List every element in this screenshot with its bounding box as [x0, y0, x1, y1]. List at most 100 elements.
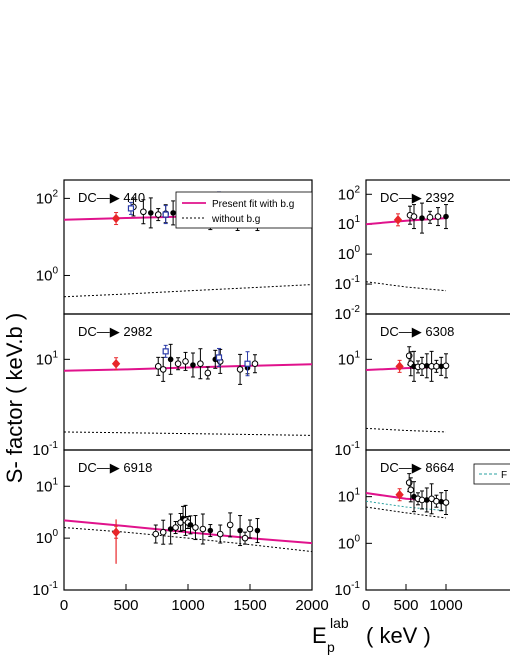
y-tick-label: 102	[36, 188, 59, 207]
data-point	[207, 524, 214, 538]
data-point	[148, 197, 154, 229]
data-point	[159, 356, 167, 382]
data-point	[426, 210, 434, 224]
y-tick-label: 100	[338, 533, 361, 552]
legend-box-partial: F	[473, 463, 510, 485]
data-point	[140, 199, 147, 225]
y-tick-label: 101	[36, 349, 59, 368]
x-tick-label: 1500	[233, 597, 266, 614]
without-bg-line	[366, 427, 447, 433]
data-point	[251, 354, 259, 374]
data-point	[433, 359, 440, 373]
data-point	[237, 515, 243, 547]
x-label-sub: p	[327, 639, 335, 655]
without-bg-line	[64, 284, 312, 298]
without-bg-line	[366, 500, 447, 512]
data-point	[182, 351, 189, 371]
data-point	[393, 213, 403, 227]
data-point	[215, 347, 223, 367]
data-point	[428, 350, 435, 382]
data-point	[111, 212, 121, 226]
x-tick-label: 500	[393, 597, 418, 614]
data-point	[204, 366, 212, 380]
panels: 102 100 DC—▶ 440 102 101 100 10-1 10-2 DC—▶ 2392…	[32, 179, 510, 614]
x-tick-label: 500	[113, 597, 138, 614]
y-tick-label: 100	[36, 265, 59, 284]
data-point	[187, 515, 194, 535]
data-point	[418, 356, 426, 376]
x-tick-label: 1000	[429, 597, 462, 614]
fit-line	[64, 363, 312, 372]
data-point	[216, 348, 224, 374]
y-tick-label: 101	[338, 487, 361, 506]
data-point	[395, 359, 404, 373]
data-point	[199, 513, 207, 545]
x-label-unit: ( keV )	[366, 623, 431, 648]
panel-label: DC—▶ 2392	[380, 190, 454, 205]
data-point	[190, 352, 196, 378]
fit-line	[366, 217, 447, 226]
data-point	[127, 201, 135, 215]
y-tick-label: 101	[36, 476, 59, 495]
data-point	[418, 490, 426, 510]
x-tick-label: 2000	[295, 597, 328, 614]
data-point	[174, 357, 182, 371]
x-tick-label: 1000	[171, 597, 204, 614]
data-point	[442, 489, 450, 515]
x-label-sup: lab	[330, 615, 349, 631]
y-tick-label: 10-2	[334, 304, 360, 323]
panel-label: DC—▶ 6918	[78, 460, 152, 475]
data-point	[246, 519, 254, 539]
data-point	[111, 357, 121, 371]
data-point	[162, 344, 169, 358]
y-tick-label: 100	[36, 528, 59, 547]
data-point	[434, 207, 442, 227]
data-point	[236, 353, 244, 385]
data-point	[216, 524, 224, 544]
without-bg-line	[64, 527, 312, 553]
without-bg-line	[366, 506, 447, 519]
y-axis-label: S- factor ( keV.b )	[2, 313, 27, 483]
y-tick-label: 10-1	[32, 580, 58, 599]
panel-4: 101 10-1 DC—▶ 6308	[334, 313, 510, 459]
data-point	[192, 515, 199, 541]
data-point	[170, 200, 176, 226]
data-point	[442, 353, 450, 379]
data-point	[154, 356, 162, 376]
y-tick-label: 101	[338, 349, 361, 368]
data-point	[443, 204, 449, 230]
data-point	[395, 488, 404, 502]
data-point	[410, 204, 418, 230]
y-tick-label: 10-1	[32, 440, 58, 459]
panel-5: 101 100 10-10 500 1000 1500 2000 DC—▶ 6918	[32, 449, 329, 614]
data-point	[407, 477, 415, 503]
data-point	[226, 512, 234, 538]
panel-label: DC—▶ 2982	[78, 324, 152, 339]
panel-label: DC—▶ 440	[78, 190, 145, 205]
data-point	[438, 356, 445, 376]
panel-3: 101 10-1 DC—▶ 2982	[32, 313, 313, 459]
data-point	[254, 518, 261, 544]
legend-fit-label: Present fit with b.g	[212, 199, 294, 210]
data-point	[419, 202, 425, 234]
y-tick-label: 101	[338, 214, 361, 233]
data-point	[424, 353, 430, 379]
data-point	[244, 351, 251, 377]
data-point	[154, 208, 162, 222]
without-bg-line	[64, 431, 312, 436]
panel-2: 102 101 100 10-1 10-2 DC—▶ 2392	[334, 179, 510, 323]
legend-frame	[175, 191, 313, 229]
panel-label: DC—▶ 6308	[380, 324, 454, 339]
x-tick-label: 0	[362, 597, 370, 614]
y-tick-label: 102	[338, 184, 361, 203]
x-tick-label: 0	[60, 597, 68, 614]
legend-nobg-label: without b.g	[211, 214, 260, 225]
data-point	[197, 348, 204, 380]
data-point	[159, 519, 167, 545]
legend-partial-label: F	[501, 470, 507, 481]
legend-box: Present fit with b.g without b.g	[175, 191, 313, 229]
data-point	[167, 343, 174, 375]
y-tick-label: 10-1	[334, 440, 360, 459]
y-tick-label: 10-1	[334, 274, 360, 293]
